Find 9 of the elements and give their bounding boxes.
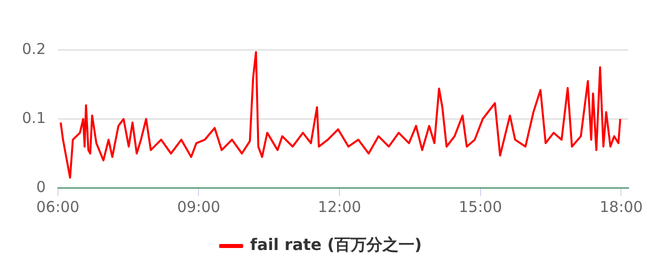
x-tick-label: 15:00 [458, 198, 502, 216]
legend-label: fail rate (百万分之一) [250, 235, 422, 254]
y-tick-label: 0.2 [22, 40, 46, 58]
x-tick-label: 18:00 [600, 198, 643, 216]
y-tick-label: 0.1 [22, 108, 46, 127]
y-tick-label: 0 [36, 178, 46, 196]
x-tick-label: 09:00 [177, 198, 220, 216]
x-tick-label: 06:00 [36, 198, 80, 216]
x-tick-label: 12:00 [318, 198, 362, 216]
